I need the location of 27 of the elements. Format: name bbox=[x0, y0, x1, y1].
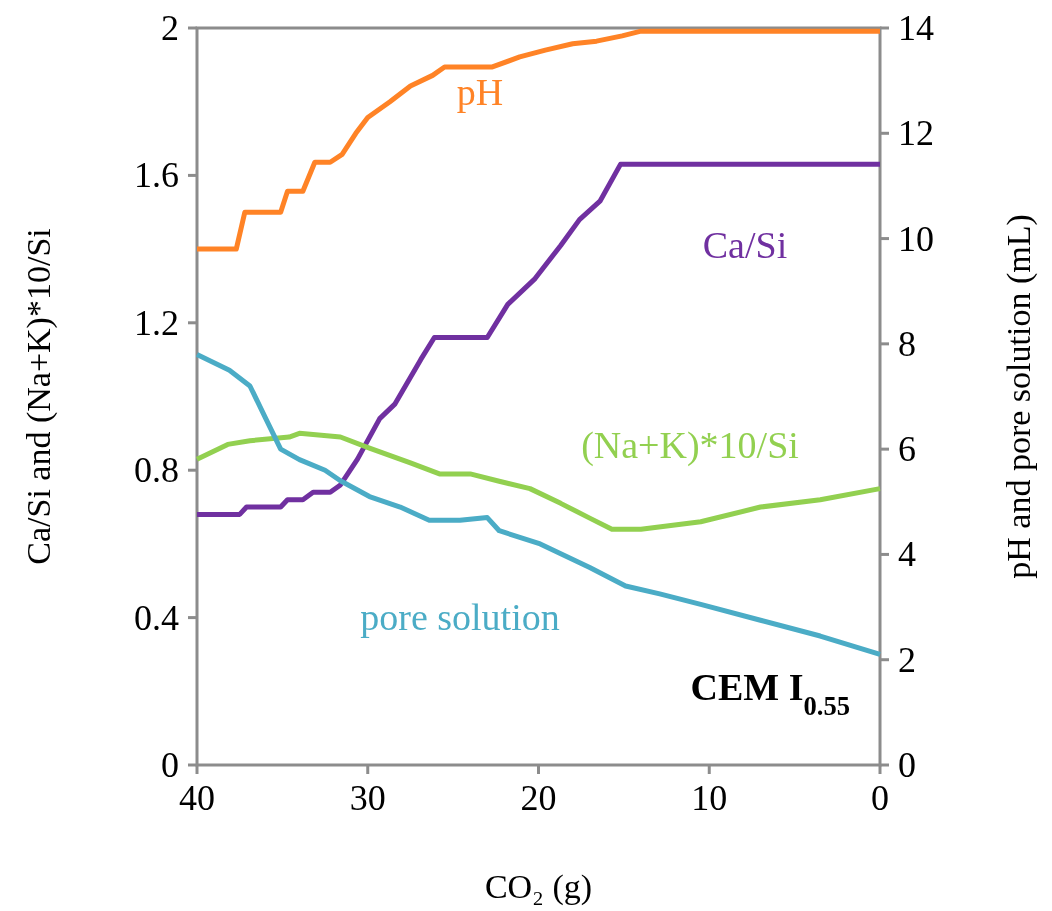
series-label: (Na+K)*10/Si bbox=[581, 424, 799, 467]
x-axis-title: CO₂ (g) bbox=[484, 868, 593, 906]
y-axis-title: Ca/Si and (Na+K)*10/Si bbox=[20, 228, 58, 565]
series-label: pH bbox=[456, 71, 504, 113]
y-tick-label: 2 bbox=[161, 8, 179, 48]
series-label: pore solution bbox=[360, 596, 560, 638]
y-tick-label: 0 bbox=[161, 745, 179, 785]
y-tick-label: 1.6 bbox=[134, 155, 179, 196]
y2-tick-label: 0 bbox=[898, 745, 916, 785]
y2-tick-label: 12 bbox=[898, 113, 934, 154]
y2-axis-title: pH and pore solution (mL) bbox=[1000, 214, 1038, 579]
x-tick-label: 20 bbox=[520, 778, 557, 818]
y2-tick-label: 4 bbox=[898, 534, 916, 575]
series-label: Ca/Si bbox=[702, 224, 788, 266]
x-tick-label: 10 bbox=[691, 778, 728, 818]
y-tick-label: 1.2 bbox=[134, 302, 179, 343]
y2-tick-label: 8 bbox=[898, 323, 916, 364]
x-tick-label: 30 bbox=[349, 778, 386, 818]
y2-tick-label: 14 bbox=[898, 8, 934, 48]
y2-tick-label: 2 bbox=[898, 639, 916, 680]
y-tick-label: 0.4 bbox=[134, 597, 179, 638]
y2-tick-label: 10 bbox=[898, 218, 934, 259]
x-tick-label: 0 bbox=[871, 778, 889, 818]
y2-tick-label: 6 bbox=[898, 429, 916, 470]
x-tick-label: 40 bbox=[179, 778, 215, 818]
annotation: CEM I$_{0.55}$ bbox=[690, 666, 850, 721]
y-tick-label: 0.8 bbox=[134, 450, 179, 491]
